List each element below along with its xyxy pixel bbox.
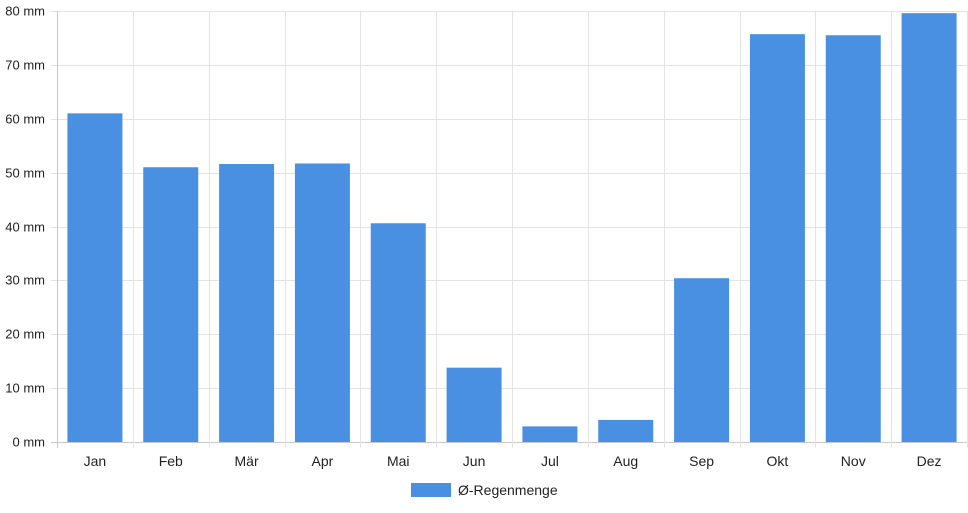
legend-label[interactable]: Ø-Regenmenge xyxy=(458,482,558,498)
y-tick-label: 40 mm xyxy=(5,220,45,235)
x-tick-label: Sep xyxy=(689,453,714,469)
bar-nov[interactable] xyxy=(825,35,881,443)
x-tick-label: Apr xyxy=(312,453,334,469)
y-tick-label: 30 mm xyxy=(5,273,45,288)
bar-apr[interactable] xyxy=(294,163,350,442)
bar-dez[interactable] xyxy=(901,13,957,443)
bar-jan[interactable] xyxy=(67,113,123,443)
y-tick-label: 70 mm xyxy=(5,58,45,73)
y-tick-label: 0 mm xyxy=(13,435,46,450)
bar-jun[interactable] xyxy=(446,367,502,442)
legend-swatch[interactable] xyxy=(411,483,451,497)
x-tick-label: Jun xyxy=(463,453,486,469)
x-tick-label: Aug xyxy=(613,453,638,469)
x-tick-label: Nov xyxy=(841,453,866,469)
bar-jul[interactable] xyxy=(522,426,578,442)
x-axis-labels: Jan Feb Mär Apr Mai Jun Jul Aug Sep Okt Nov Dez xyxy=(84,453,942,469)
x-tick-label: Jul xyxy=(541,453,559,469)
x-tick-label: Mär xyxy=(235,453,259,469)
y-axis-labels: 0 mm 10 mm 20 mm 30 mm 40 mm 50 mm 60 mm 70 mm 8… xyxy=(5,4,45,450)
x-tick-label: Okt xyxy=(767,453,789,469)
x-tick-label: Jan xyxy=(84,453,107,469)
x-tick-label: Dez xyxy=(917,453,942,469)
bar-okt[interactable] xyxy=(749,34,805,442)
bar-aug[interactable] xyxy=(598,419,654,442)
bar-sep[interactable] xyxy=(674,278,730,442)
y-tick-label: 20 mm xyxy=(5,327,45,342)
legend[interactable]: Ø-Regenmenge xyxy=(411,482,558,498)
bar-layer xyxy=(67,13,957,443)
y-tick-label: 60 mm xyxy=(5,112,45,127)
y-tick-label: 80 mm xyxy=(5,4,45,19)
bar-mär[interactable] xyxy=(219,164,275,442)
x-tick-label: Mai xyxy=(387,453,410,469)
x-tick-label: Feb xyxy=(159,453,183,469)
y-tick-label: 10 mm xyxy=(5,381,45,396)
y-tick-label: 50 mm xyxy=(5,166,45,181)
bar-mai[interactable] xyxy=(370,223,426,442)
bar-feb[interactable] xyxy=(143,167,199,443)
